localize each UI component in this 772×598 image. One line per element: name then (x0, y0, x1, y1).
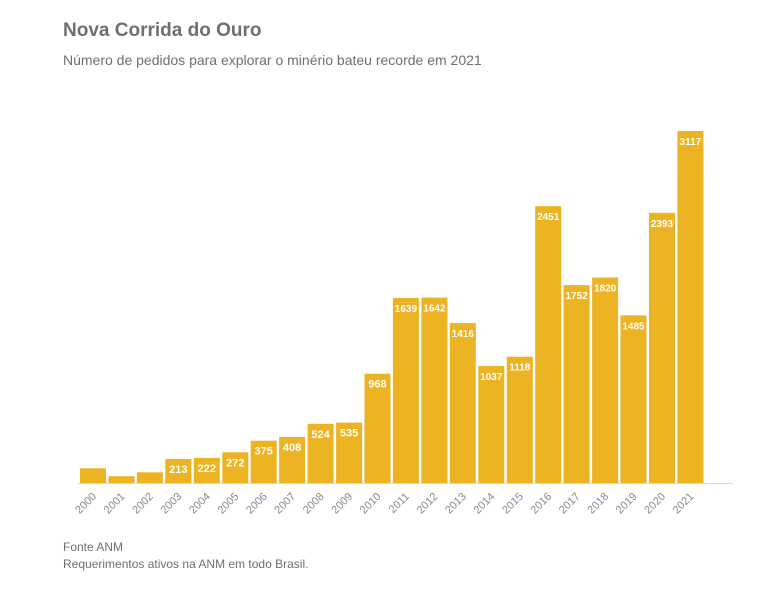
x-tick-2018: 2018 (585, 491, 611, 517)
x-tick-2014: 2014 (472, 491, 498, 517)
bar-2011 (392, 297, 419, 483)
value-label-2019: 1485 (622, 321, 645, 332)
bar-2008 (307, 423, 334, 483)
value-label-2014: 1037 (480, 372, 503, 383)
value-label-2004: 222 (198, 463, 216, 475)
bar-2018 (592, 277, 619, 483)
x-tick-2003: 2003 (159, 491, 185, 517)
bar-2016 (535, 206, 562, 483)
bar-2021 (677, 131, 704, 483)
bar-2001 (108, 476, 135, 483)
x-tick-2017: 2017 (557, 491, 583, 517)
bar-2013 (449, 323, 476, 483)
x-tick-2012: 2012 (415, 491, 441, 517)
x-tick-2009: 2009 (329, 491, 355, 517)
bars-group: 213 222 272 375 408 524 535 968 1639 1642 1416 1037… (80, 131, 704, 484)
value-label-2003: 213 (169, 464, 187, 476)
x-tick-2002: 2002 (130, 491, 156, 517)
value-label-2005: 272 (226, 457, 244, 469)
value-label-2016: 2451 (537, 212, 560, 223)
value-label-2013: 1416 (452, 329, 475, 340)
x-tick-2013: 2013 (443, 491, 469, 517)
x-tick-2021: 2021 (671, 491, 697, 517)
bar-2000 (80, 468, 106, 483)
bar-2009 (336, 422, 363, 483)
value-label-2011: 1639 (395, 304, 418, 315)
bar-2006 (250, 440, 277, 483)
source-note: Fonte ANM (63, 540, 124, 554)
bar-2004 (193, 457, 220, 483)
chart-title: Nova Corrida do Ouro (63, 20, 262, 41)
bar-2015 (506, 356, 533, 483)
bar-2017 (563, 285, 590, 483)
x-tick-2019: 2019 (614, 491, 640, 517)
x-tick-2015: 2015 (500, 491, 526, 517)
value-label-2012: 1642 (423, 304, 446, 315)
value-label-2007: 408 (283, 442, 301, 454)
footnote: Requerimentos ativos na ANM em todo Bras… (63, 557, 309, 571)
value-label-2018: 1820 (594, 284, 617, 295)
x-tick-2000: 2000 (73, 491, 99, 517)
value-label-2017: 1752 (565, 291, 588, 302)
bar-2019 (620, 315, 647, 483)
bar-2002 (136, 472, 163, 483)
x-tick-2001: 2001 (102, 491, 128, 517)
value-label-2020: 2393 (651, 219, 674, 230)
bar-2003 (165, 458, 192, 483)
x-tick-2007: 2007 (272, 491, 298, 517)
value-label-2015: 1118 (509, 363, 531, 374)
bar-2020 (649, 212, 675, 484)
x-tick-2016: 2016 (529, 491, 555, 517)
value-label-2006: 375 (255, 446, 273, 458)
x-tick-2005: 2005 (216, 491, 242, 517)
value-label-2009: 535 (340, 428, 358, 440)
bar-2010 (364, 373, 391, 483)
bar-2005 (222, 452, 249, 483)
chart-subtitle: Número de pedidos para explorar o minéri… (63, 52, 482, 68)
bar-2012 (421, 297, 448, 483)
value-label-2021: 3117 (680, 137, 702, 148)
chart-footer: Fonte ANM Requerimentos ativos na ANM em… (63, 539, 308, 573)
x-tick-2008: 2008 (301, 491, 327, 517)
x-tick-labels: 2000 2001 2002 2003 2004 2005 2006 2007 2008 2009… (73, 491, 696, 517)
x-tick-2006: 2006 (244, 491, 270, 517)
value-label-2008: 524 (311, 429, 330, 441)
x-tick-2010: 2010 (358, 491, 384, 517)
x-tick-2020: 2020 (642, 491, 668, 517)
x-tick-2011: 2011 (387, 491, 412, 516)
bar-2007 (279, 436, 306, 483)
bar-2014 (478, 365, 505, 483)
bar-chart: 213 222 272 375 408 524 535 968 1639 1642 1416 1037… (73, 131, 733, 517)
value-label-2010: 968 (368, 379, 386, 391)
x-tick-2004: 2004 (187, 491, 213, 517)
